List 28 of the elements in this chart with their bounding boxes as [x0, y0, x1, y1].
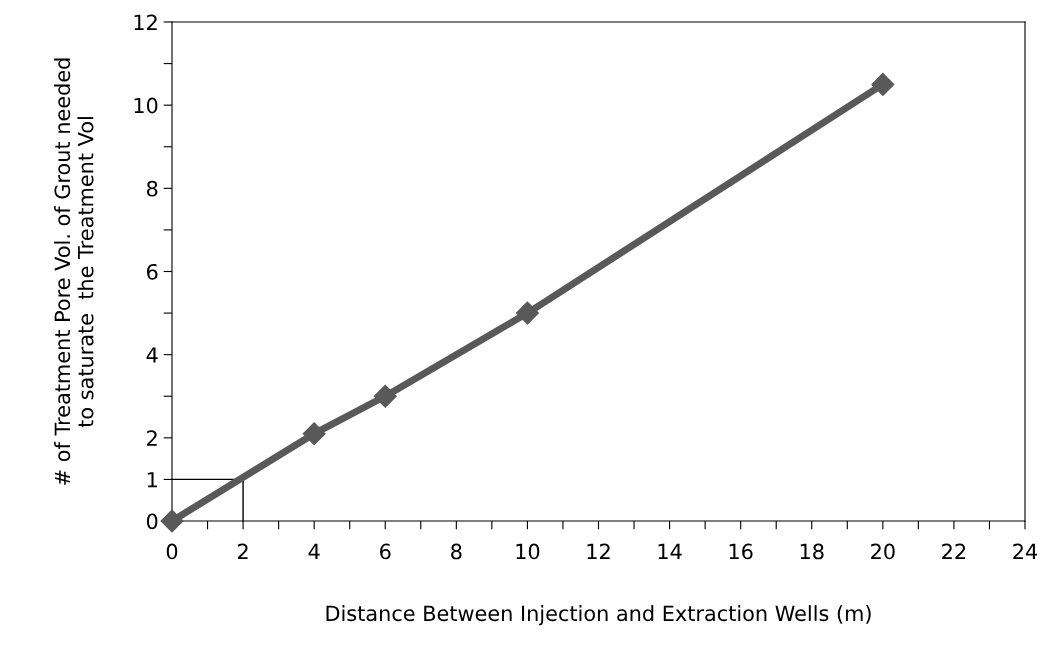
y-axis-title: # of Treatment Pore Vol. of Grout needed to saturate the Treatment Vol: [54, 58, 94, 485]
x-tick-label: 16: [729, 543, 753, 560]
x-tick-label: 10: [516, 543, 540, 560]
y-tick-label: 10: [134, 97, 158, 114]
point: [373, 384, 397, 408]
x-tick-label: 24: [1013, 543, 1038, 560]
y-tick-label: 6: [147, 263, 158, 280]
x-tick-label: 20: [871, 543, 895, 560]
point: [160, 509, 184, 533]
x-tick-label: 4: [308, 543, 320, 560]
y-tick-label: 2: [147, 430, 157, 446]
point: [515, 301, 539, 325]
y-tick-label: 12: [134, 14, 157, 30]
x-tick-label: 8: [451, 543, 462, 560]
x-tick-label: 6: [380, 543, 391, 560]
point: [302, 422, 326, 446]
y-tick-label: 4: [146, 347, 158, 363]
x-tick-label: 2: [237, 543, 248, 560]
y-tick-label: 8: [146, 180, 158, 197]
y-tick-label: 1: [147, 472, 157, 488]
x-tick-label: 14: [658, 543, 682, 560]
x-axis-title: Distance Between Injection and Extraction Wells (m): [326, 605, 871, 626]
x-tick-label: 0: [166, 543, 178, 560]
y-tick-label: 0: [146, 513, 158, 530]
x-tick-label: 22: [942, 543, 966, 560]
x-tick-label: 18: [800, 543, 824, 560]
point: [871, 72, 895, 96]
x-tick-label: 12: [587, 543, 610, 560]
